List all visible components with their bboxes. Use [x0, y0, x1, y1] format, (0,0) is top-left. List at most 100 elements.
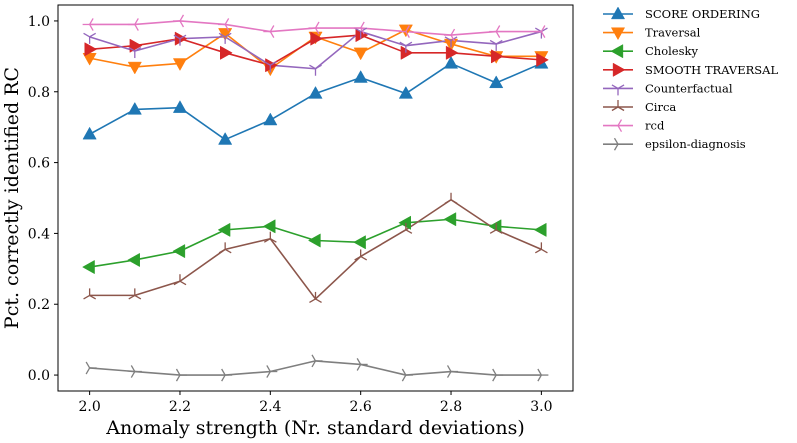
- x-tick-label: 3.0: [530, 399, 552, 415]
- legend-marker-epsilon-diagnosis: [613, 137, 625, 151]
- data-point-circa: [354, 249, 368, 261]
- series-line-circa: [89, 198, 542, 300]
- y-tick-label: 0.4: [28, 226, 50, 242]
- legend-label-epsilon-diagnosis: epsilon-diagnosis: [645, 137, 746, 151]
- data-point-rcd: [82, 18, 94, 31]
- data-point-rcd: [353, 21, 365, 35]
- data-point-smooth-traversal: [445, 45, 459, 60]
- legend-item-epsilon-diagnosis: epsilon-diagnosis: [603, 137, 746, 151]
- data-point-score-ordering: [263, 112, 278, 126]
- data-point-score-ordering: [127, 101, 142, 115]
- y-axis-label: Pct. correctly identified RC: [1, 67, 23, 329]
- legend-label-rcd: rcd: [645, 119, 665, 133]
- legend-item-counterfactual: Counterfactual: [603, 81, 733, 96]
- series-markers-circa: [83, 192, 548, 303]
- data-point-cholesky: [307, 233, 321, 248]
- legend-label-smooth-traversal: SMOOTH TRAVERSAL: [645, 63, 778, 77]
- data-point-cholesky: [533, 222, 547, 237]
- y-tick-label: 0.2: [28, 297, 50, 313]
- legend-label-circa: Circa: [645, 100, 676, 114]
- data-point-cholesky: [443, 212, 457, 227]
- data-point-epsilon-diagnosis: [401, 368, 413, 382]
- data-point-counterfactual: [83, 32, 97, 44]
- data-point-counterfactual: [399, 41, 413, 53]
- data-point-cholesky: [398, 215, 412, 230]
- data-point-epsilon-diagnosis: [175, 368, 187, 382]
- data-point-epsilon-diagnosis: [311, 354, 323, 368]
- data-point-counterfactual: [173, 34, 187, 46]
- y-tick-label: 0.0: [28, 368, 50, 384]
- data-point-counterfactual: [309, 64, 322, 76]
- data-point-counterfactual: [218, 32, 232, 44]
- data-point-smooth-traversal: [84, 42, 98, 57]
- data-point-smooth-traversal: [129, 38, 143, 53]
- data-point-score-ordering: [353, 70, 368, 83]
- data-point-epsilon-diagnosis: [266, 365, 278, 378]
- data-point-smooth-traversal: [536, 52, 549, 67]
- legend-label-score-ordering: SCORE ORDERING: [645, 7, 760, 21]
- data-point-circa: [128, 288, 142, 300]
- data-point-score-ordering: [443, 55, 459, 69]
- data-point-counterfactual: [489, 39, 503, 51]
- data-point-smooth-traversal: [491, 49, 504, 64]
- data-point-circa: [399, 222, 413, 234]
- legend-item-cholesky: Cholesky: [603, 44, 698, 59]
- x-tick-label: 2.6: [350, 399, 372, 415]
- data-point-rcd: [263, 25, 275, 38]
- data-point-epsilon-diagnosis: [446, 365, 459, 378]
- series-markers-rcd: [82, 14, 546, 42]
- data-point-rcd: [444, 28, 456, 42]
- data-point-smooth-traversal: [310, 31, 324, 46]
- legend-item-smooth-traversal: SMOOTH TRAVERSAL: [603, 62, 778, 77]
- plot-frame: [57, 4, 574, 392]
- data-point-score-ordering: [82, 126, 97, 140]
- data-point-traversal: [127, 61, 142, 75]
- data-point-smooth-traversal: [219, 45, 233, 60]
- x-tick-label: 2.8: [440, 399, 462, 415]
- y-tick-label: 0.8: [28, 85, 50, 101]
- legend-marker-rcd: [611, 119, 623, 132]
- data-point-counterfactual: [128, 46, 142, 59]
- y-tick-label: 0.6: [28, 156, 50, 172]
- data-point-rcd: [127, 18, 139, 31]
- data-point-circa: [534, 242, 548, 254]
- data-point-score-ordering: [489, 75, 504, 89]
- series-markers-smooth-traversal: [84, 28, 549, 73]
- legend-item-rcd: rcd: [603, 119, 665, 133]
- series-line-epsilon-diagnosis: [89, 360, 542, 376]
- x-axis-label: Anomaly strength (Nr. standard deviation…: [105, 417, 525, 439]
- x-tick-label: 2.4: [259, 399, 281, 415]
- data-point-rcd: [534, 25, 546, 38]
- data-point-rcd: [172, 14, 185, 28]
- legend-label-traversal: Traversal: [645, 26, 701, 40]
- data-point-circa: [173, 274, 187, 286]
- legend-item-circa: Circa: [603, 100, 676, 114]
- data-point-score-ordering: [218, 132, 233, 145]
- legend-marker-score-ordering: [610, 6, 626, 20]
- legend-marker-cholesky: [610, 44, 624, 59]
- y-axis: 0.0 0.2 0.4 0.6 0.8 1.0: [28, 14, 58, 384]
- legend-marker-smooth-traversal: [612, 62, 626, 77]
- data-point-score-ordering: [308, 86, 323, 99]
- x-tick-label: 2.0: [78, 399, 100, 415]
- data-point-traversal: [353, 47, 368, 61]
- data-point-epsilon-diagnosis: [492, 368, 504, 382]
- data-point-circa: [489, 222, 503, 234]
- data-point-circa: [263, 231, 277, 243]
- data-point-circa: [218, 242, 232, 254]
- data-point-rcd: [398, 25, 410, 38]
- data-point-score-ordering: [172, 100, 188, 113]
- data-point-epsilon-diagnosis: [85, 361, 97, 375]
- x-tick-label: 2.2: [169, 399, 191, 415]
- data-point-rcd: [308, 21, 320, 35]
- data-point-cholesky: [262, 219, 276, 234]
- legend: SCORE ORDERING Traversal Cholesky SMOOTH TR…: [603, 6, 778, 151]
- data-point-circa: [309, 291, 322, 303]
- data-point-rcd: [218, 18, 230, 31]
- data-point-circa: [444, 192, 458, 204]
- data-point-score-ordering: [398, 86, 413, 99]
- data-point-counterfactual: [444, 36, 458, 48]
- series-markers-cholesky: [82, 212, 547, 275]
- legend-item-traversal: Traversal: [603, 26, 701, 41]
- data-point-epsilon-diagnosis: [130, 365, 142, 378]
